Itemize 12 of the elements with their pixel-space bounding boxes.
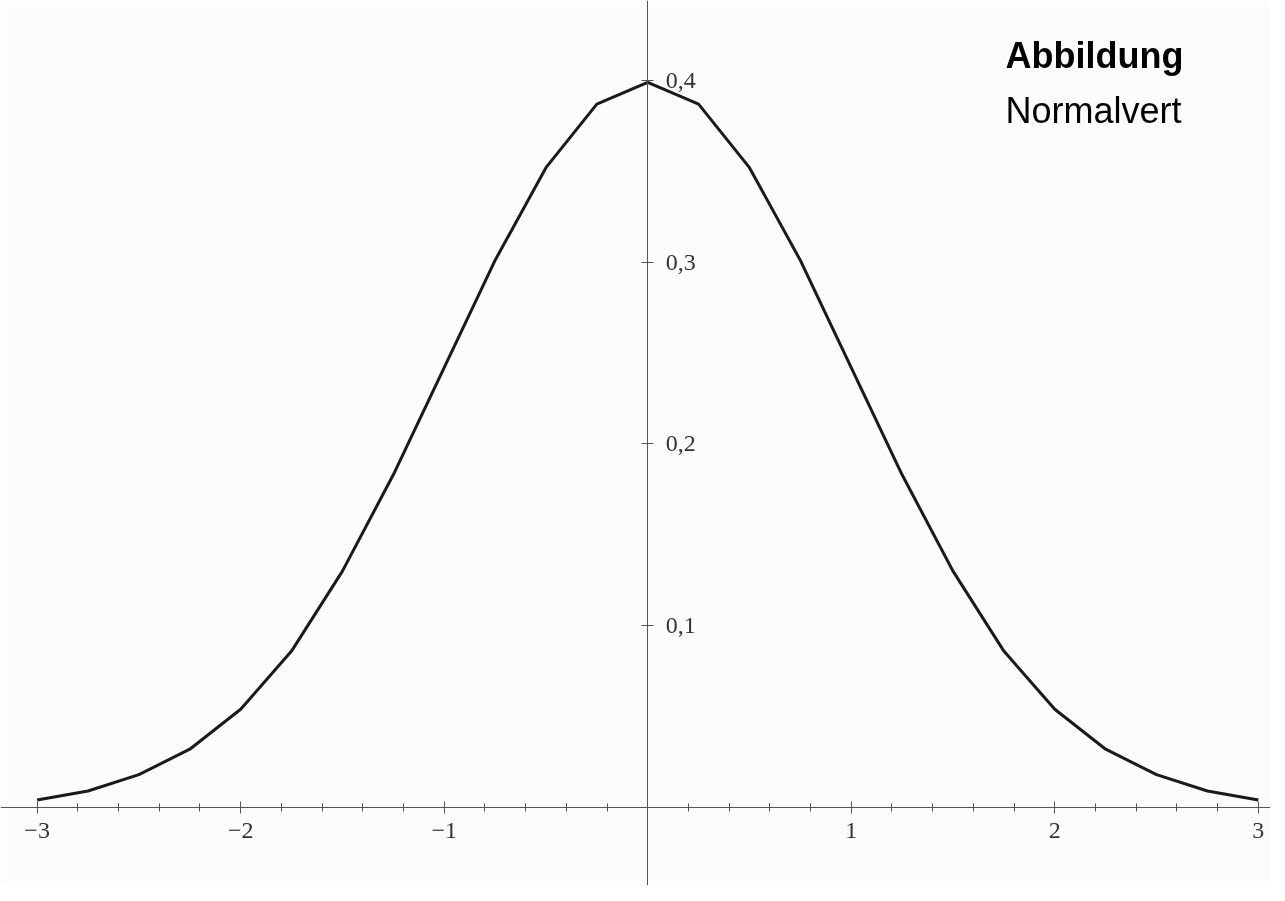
text: Normalvert <box>1005 89 1182 131</box>
y-tick-label: 0,3 <box>665 248 696 275</box>
y-tick-label: 0,4 <box>665 66 696 93</box>
x-tick-label: 3 <box>1252 817 1265 844</box>
x-tick-label: 1 <box>845 817 858 844</box>
y-tick-label: 0,2 <box>665 430 696 457</box>
x-tick-label: −2 <box>227 817 254 844</box>
x-tick-label: −1 <box>431 817 457 844</box>
x-tick-label: −3 <box>24 817 50 844</box>
y-tick-label: 0,1 <box>665 612 696 639</box>
text: Abbildung <box>1005 34 1184 76</box>
x-tick-label: 2 <box>1048 817 1061 844</box>
